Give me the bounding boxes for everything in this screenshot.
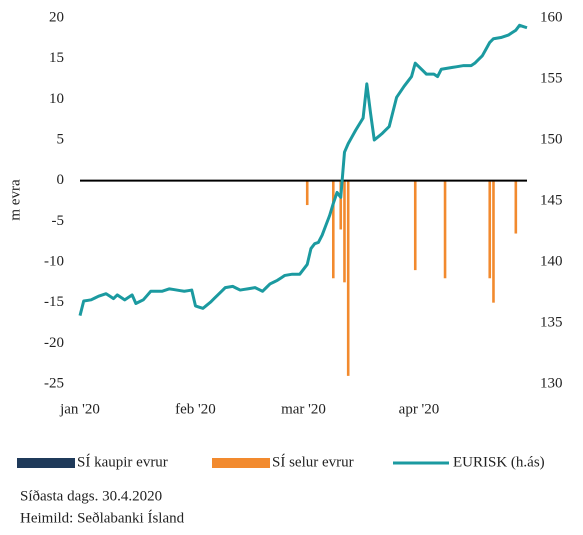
bar [343, 180, 346, 283]
x-tick-label: mar '20 [281, 401, 326, 417]
y2-tick-label: 130 [540, 375, 563, 391]
bar [413, 180, 417, 271]
bar [305, 180, 309, 206]
y-tick-label: 5 [57, 131, 65, 147]
y-tick-label: -15 [44, 294, 64, 310]
y-tick-label: -5 [52, 213, 65, 229]
y-tick-label: 15 [49, 50, 64, 66]
bar [488, 180, 492, 279]
x-tick-label: jan '20 [59, 401, 100, 417]
y2-tick-label: 145 [540, 192, 563, 208]
legend-label: SÍ kaupir evrur [77, 453, 168, 470]
y2-tick-label: 155 [540, 70, 563, 86]
bar [346, 180, 350, 376]
legend-label: SÍ selur evrur [272, 453, 354, 470]
note: Síðasta dags. 30.4.2020 [20, 488, 162, 504]
y-tick-label: -25 [44, 375, 64, 391]
legend-label: EURISK (h.ás) [453, 454, 545, 470]
y2-tick-label: 150 [540, 131, 563, 147]
note: Heimild: Seðlabanki Ísland [20, 509, 185, 526]
x-tick-label: feb '20 [175, 401, 216, 417]
bar [514, 180, 518, 234]
legend-swatch [212, 458, 270, 468]
y-tick-label: 20 [49, 9, 64, 25]
x-tick-label: apr '20 [399, 401, 440, 417]
bar [443, 180, 447, 279]
line [78, 23, 528, 317]
y-tick-label: 0 [57, 172, 65, 188]
bar [339, 180, 343, 230]
y2-tick-label: 135 [540, 314, 563, 330]
bar [492, 180, 495, 303]
y-tick-label: -20 [44, 335, 64, 351]
bar [332, 180, 335, 279]
y-tick-label: 10 [49, 91, 64, 107]
y2-tick-label: 160 [540, 9, 563, 25]
y-tick-label: -10 [44, 253, 64, 269]
y-axis-label: m evra [7, 179, 23, 221]
y2-tick-label: 140 [540, 253, 563, 269]
legend-swatch [17, 458, 75, 468]
